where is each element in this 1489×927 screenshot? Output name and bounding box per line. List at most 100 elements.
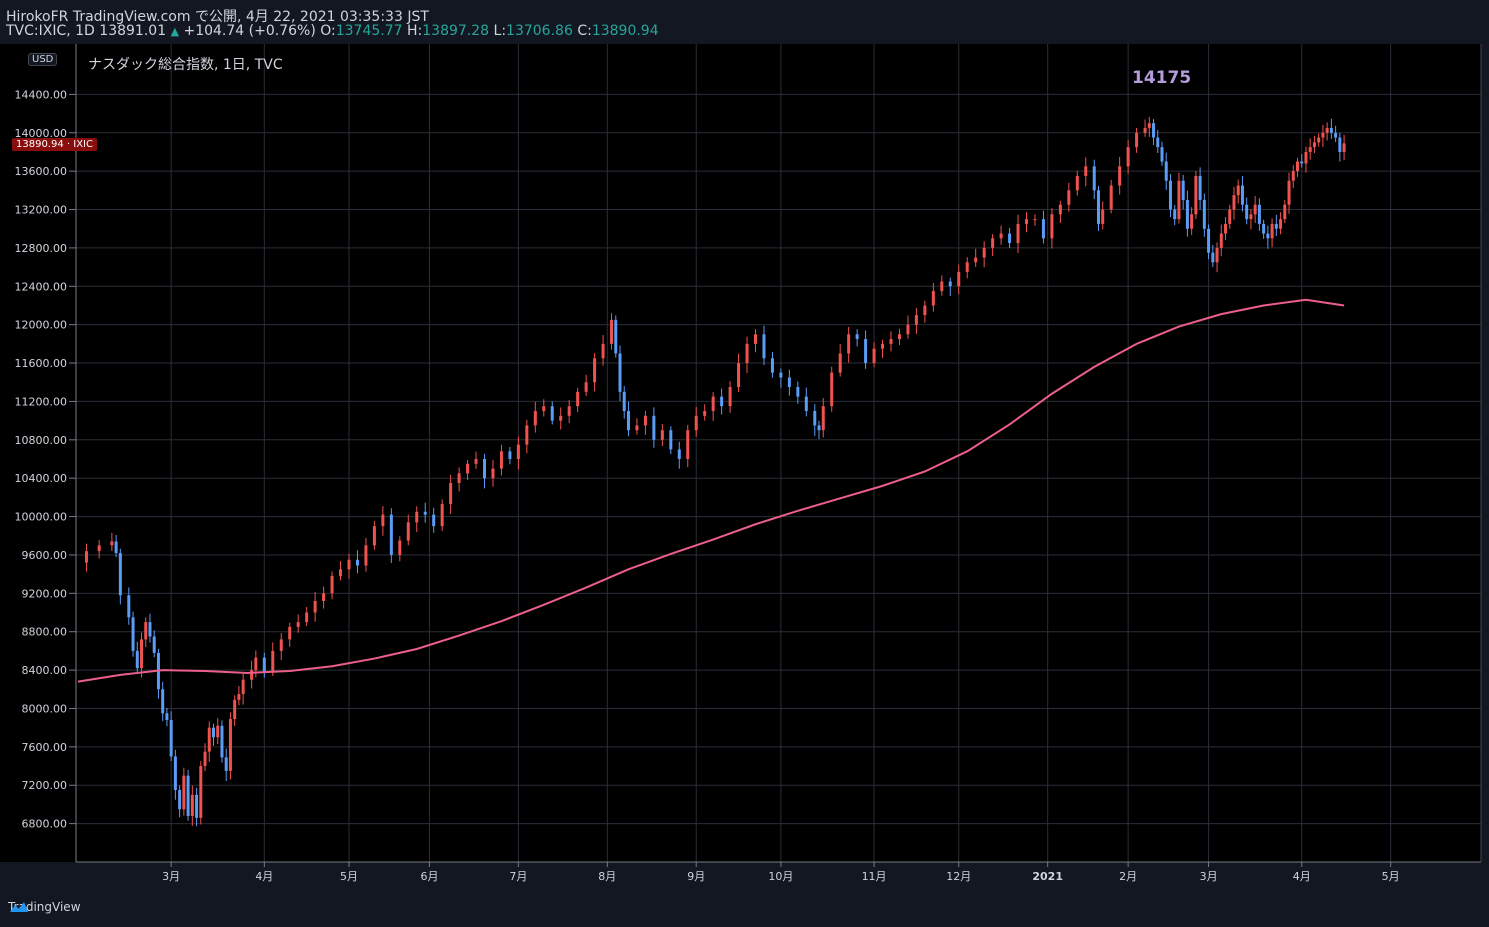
candle-body <box>212 727 215 738</box>
candle-body <box>1067 190 1071 205</box>
y-tick-label: 7600.00 <box>22 741 68 754</box>
candle-body <box>1236 185 1240 196</box>
candle-body <box>1321 132 1325 138</box>
candle-body <box>914 315 918 325</box>
y-tick-label: 10800.00 <box>15 434 68 447</box>
y-tick-label: 9600.00 <box>22 549 68 562</box>
chart-area[interactable]: 6800.00 7200.00 7600.00 8000.00 8400.00 8800.… <box>0 44 1489 891</box>
candle-body <box>110 541 114 546</box>
candle-body <box>1185 199 1189 229</box>
candle-body <box>1058 204 1062 215</box>
candle-body <box>686 430 690 459</box>
candle-body <box>1240 185 1244 205</box>
candle-body <box>1025 219 1028 224</box>
candle-body <box>1033 219 1037 221</box>
candle-body <box>770 358 774 373</box>
candle-body <box>195 794 199 818</box>
publisher-line: HirokoFR TradingView.com で公開, 4月 22, 202… <box>6 9 429 25</box>
candle-body <box>593 358 597 383</box>
candle-body <box>711 396 715 412</box>
candle-body <box>550 406 554 421</box>
candle-body <box>406 522 410 541</box>
candle-body <box>389 514 393 555</box>
x-tick-label: 3月 <box>162 870 180 883</box>
candle-body <box>220 725 224 758</box>
candle-body <box>330 576 334 594</box>
candle-body <box>423 511 427 515</box>
candle-body <box>84 551 88 563</box>
candle-body <box>889 339 893 344</box>
candle-body <box>1194 175 1198 215</box>
x-tick-label: 2021 <box>1032 870 1063 883</box>
candle-body <box>762 334 766 359</box>
y-tick-label: 6800.00 <box>22 818 68 831</box>
candle-body <box>1245 204 1249 220</box>
candle-body <box>288 626 292 640</box>
candle-body <box>931 291 935 306</box>
moving-average-line <box>77 298 1345 683</box>
tradingview-logo[interactable]: TradingView <box>8 900 81 914</box>
symbol-label[interactable]: TVC:IXIC, 1D <box>6 23 95 39</box>
candle-body <box>127 595 131 618</box>
candle-body <box>1096 190 1100 224</box>
candle-body <box>525 425 529 445</box>
candle-body <box>610 319 614 344</box>
candle-body <box>398 540 402 555</box>
last-price: 13891.01 <box>99 23 167 39</box>
candle-body <box>499 451 503 469</box>
x-tick-label: 7月 <box>509 870 527 883</box>
candle-body <box>855 334 859 340</box>
candle-body <box>347 559 351 570</box>
candle-body <box>1075 175 1079 191</box>
candle-body <box>1262 223 1266 234</box>
x-tick-label: 6月 <box>420 870 438 883</box>
candle-body <box>1152 123 1156 138</box>
candle-body <box>1143 127 1147 133</box>
candle-body <box>440 504 444 527</box>
currency-badge[interactable]: USD <box>28 53 58 66</box>
candle-body <box>216 725 220 738</box>
candle-body <box>533 411 537 426</box>
close-value: 13890.94 <box>591 23 659 39</box>
candle-body <box>140 639 144 669</box>
y-tick-label: 8000.00 <box>22 702 68 715</box>
candle-body <box>830 372 834 407</box>
y-tick-label: 14000.00 <box>15 127 68 140</box>
candle-body <box>182 775 186 810</box>
candle-body <box>635 425 639 431</box>
candle-body <box>203 751 207 767</box>
candle-body <box>178 790 182 810</box>
candle-body <box>584 382 588 392</box>
candle-body <box>466 463 470 474</box>
y-tick-label: 12000.00 <box>15 319 68 332</box>
candle-body <box>817 425 821 431</box>
series-legend[interactable]: ナスダック総合指数, 1日, TVC <box>88 57 283 73</box>
candle-body <box>1156 137 1160 148</box>
candle-body <box>1041 219 1045 239</box>
x-tick-label: 5月 <box>1382 870 1400 883</box>
candle-body <box>322 593 326 602</box>
candle-body <box>906 324 910 335</box>
candle-body <box>720 396 724 407</box>
candle-body <box>415 511 419 523</box>
candle-body <box>1329 127 1333 133</box>
candle-body <box>1181 180 1185 200</box>
chart-svg[interactable]: 6800.00 7200.00 7600.00 8000.00 8400.00 8800.… <box>0 44 1489 891</box>
candle-body <box>974 257 978 263</box>
candle-body <box>1168 180 1172 210</box>
candle-body <box>1228 209 1232 224</box>
y-tick-label: 13200.00 <box>15 204 68 217</box>
y-tick-label: 14400.00 <box>15 88 68 101</box>
candle-body <box>339 569 343 577</box>
candle-body <box>233 699 237 720</box>
y-tick-label: 10000.00 <box>15 511 68 524</box>
change-value: +104.74 (+0.76%) <box>183 23 316 39</box>
candle-body <box>991 238 995 248</box>
up-arrow-icon: ▲ <box>170 25 180 38</box>
candle-body <box>262 657 266 673</box>
candle-body <box>567 406 571 416</box>
candle-body <box>999 233 1003 239</box>
candle-body <box>1308 147 1312 152</box>
candle-body <box>1224 223 1228 234</box>
candle-body <box>787 377 791 388</box>
